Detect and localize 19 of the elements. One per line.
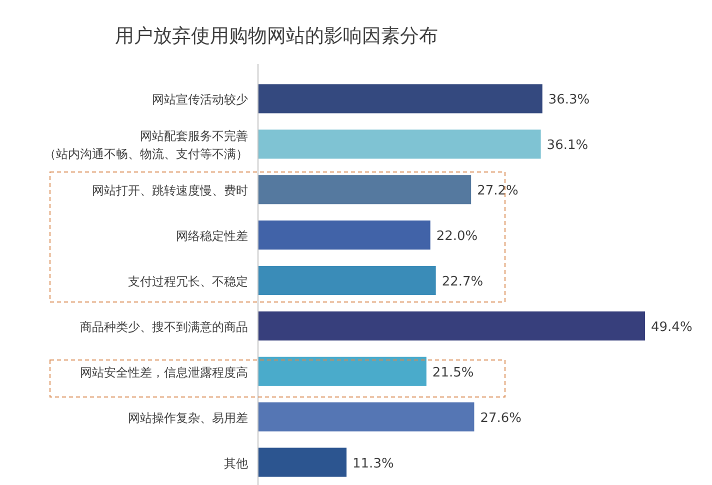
y-tick-label: 网站配套服务不完善（站内沟通不畅、物流、支付等不满） (44, 129, 248, 162)
y-tick-label: 网络稳定性差 (176, 229, 248, 244)
y-tick-label: 网站宣传活动较少 (152, 92, 248, 107)
data-label: 21.5% (432, 365, 474, 380)
data-label: 27.2% (477, 184, 518, 199)
y-tick-label: 商品种类少、搜不到满意的商品 (80, 320, 248, 334)
data-label: 11.3% (352, 456, 394, 472)
data-label: 36.3% (548, 92, 590, 108)
data-label: 49.4% (651, 320, 692, 335)
y-tick-label: 其他 (224, 456, 248, 470)
y-tick-label: 支付过程冗长、不稳定 (128, 274, 248, 288)
chart-title: 用户放弃使用购物网站的影响因素分布 (115, 25, 438, 47)
data-label: 22.0% (436, 229, 478, 244)
y-tick-label: 网站打开、跳转速度慢、费时 (92, 184, 248, 198)
y-tick-label: 网站安全性差，信息泄露程度高 (80, 365, 248, 380)
data-label: 36.1% (546, 138, 588, 154)
y-tick-label: 网站操作复杂、易用差 (128, 410, 248, 425)
data-label: 22.7% (442, 274, 484, 290)
data-label: 27.6% (480, 410, 522, 426)
